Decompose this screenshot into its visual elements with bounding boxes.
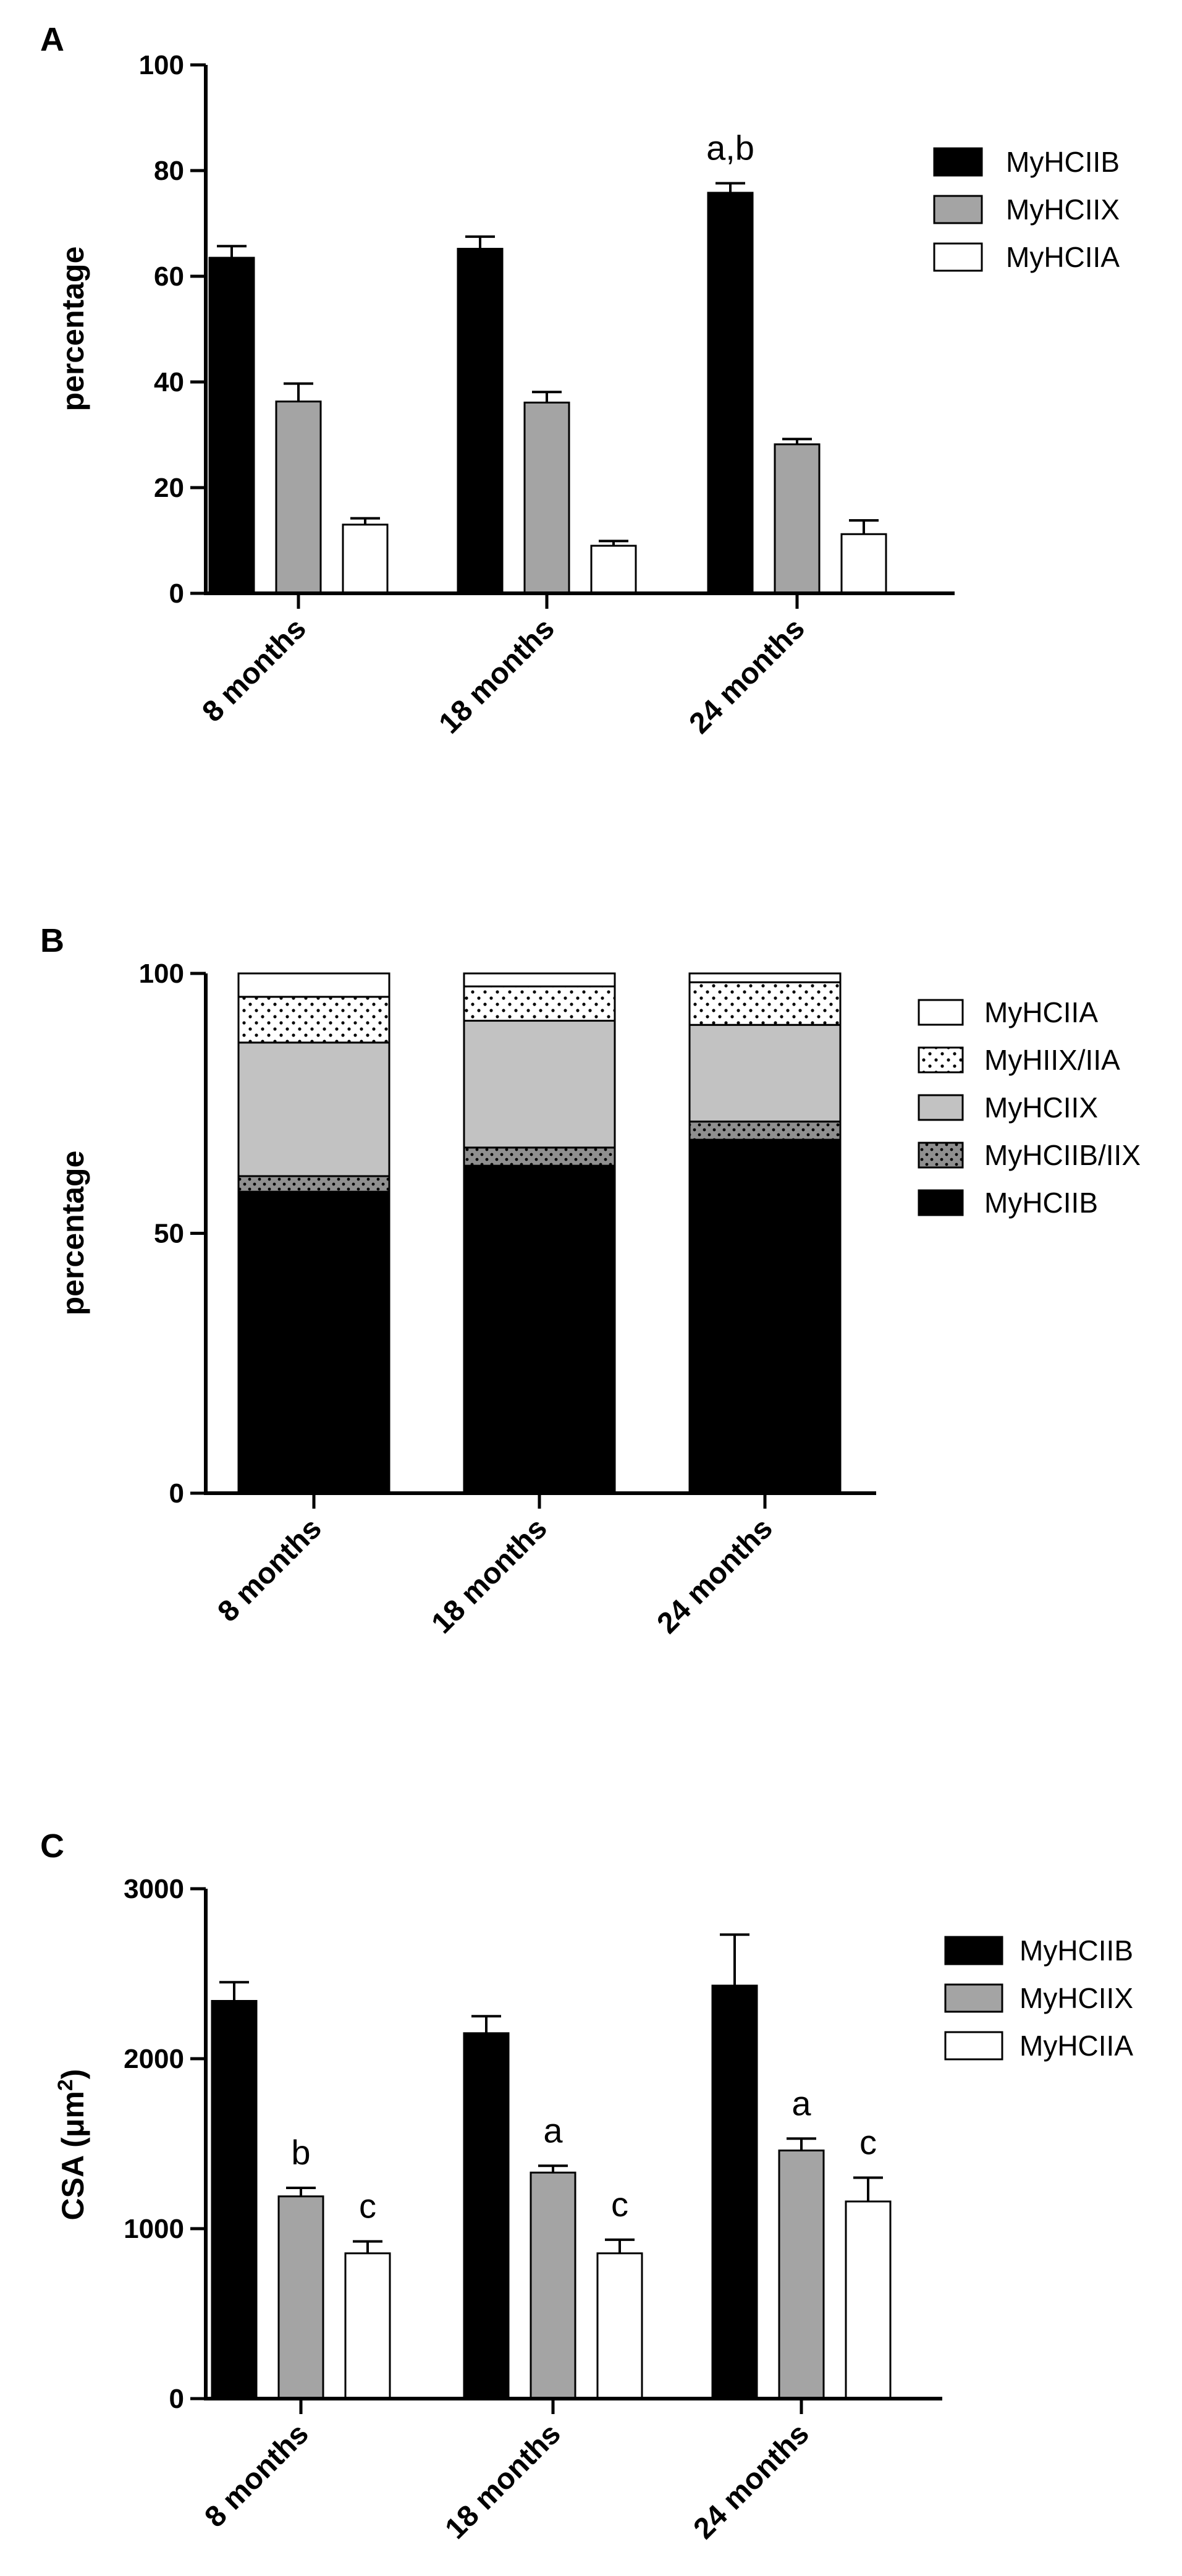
bar-myhciib-iix-8-months [237,1175,390,1193]
y-axis-title-end: ) [56,2069,90,2080]
bar-myhciia-24-months [840,533,887,595]
y-tick-label: 20 [154,473,184,503]
y-tick-label: 40 [154,367,184,397]
legend-label-myhciix: MyHCIIX [984,1091,1098,1124]
bar-myhciia-18-months [590,544,637,595]
legend-label-myhciia: MyHCIIA [1019,2030,1133,2062]
bar-myhciib-iix-18-months [463,1146,616,1167]
panel-b-chart: B 0 50 100 8 months 18 months 24 months percent… [40,922,1141,1640]
legend-swatch-myhciix [944,1983,1003,2013]
legend-label-myhiix-iia: MyHIIX/IIA [984,1044,1120,1076]
y-tick-label: 60 [154,261,184,292]
y-tick-label: 100 [139,959,184,989]
legend-label-myhciib: MyHCIIB [1006,146,1120,178]
x-tick-label-8-months: 8 months [198,2417,314,2533]
bar-myhciib-24-months [688,1138,842,1494]
bar-myhciix-8-months [237,1041,390,1177]
bar-myhciix-18-months [463,1020,616,1149]
bar-myhciib-18-months [463,2032,510,2400]
x-tick-label-8-months: 8 months [196,612,312,728]
legend-swatch-myhciia [918,999,964,1026]
bar-myhciib-iix-24-months [688,1121,842,1141]
bar-myhiix-iia-24-months [688,981,842,1026]
annotation-c: c [359,2187,376,2226]
x-tick-label-24-months: 24 months [651,1512,779,1640]
y-tick-label: 50 [154,1219,184,1249]
annotation-b: b [291,2133,310,2172]
bar-myhciia-18-months [596,2252,643,2400]
bar-myhciib-8-months [237,1190,390,1494]
bar-myhciia-18-months [463,972,616,988]
bar-myhciix-8-months [275,400,322,595]
y-axis-title: percentage [56,1151,90,1316]
panel-a-chart: Aa,b 0 20 40 60 80 100 8 months 18 months 24 mont… [40,21,1120,740]
y-tick-label: 80 [154,156,184,186]
legend-swatch-myhciix [933,195,983,224]
bar-myhciix-18-months [530,2171,576,2400]
legend-label-myhciix: MyHCIIX [1019,1982,1133,2014]
bar-myhciix-24-months [688,1023,842,1123]
x-tick-label-24-months: 24 months [683,612,811,740]
y-axis-title-main: percentage [56,1151,90,1316]
panel-c-chart: Cb c a c a c 0 1000 2000 3000 8 months 18 months 24 … [40,1828,1133,2546]
bar-myhciia-8-months [344,2252,391,2400]
y-tick-label: 0 [169,2384,184,2414]
bar-myhciia-8-months [342,523,389,595]
legend-swatch-myhciib [933,147,983,177]
bar-myhciib-24-months [707,192,754,595]
y-tick-label: 0 [169,578,184,609]
bar-myhciia-8-months [237,972,390,998]
annotation-c: c [611,2185,628,2224]
panel-label: B [40,922,64,959]
bar-myhciib-8-months [211,2000,258,2400]
y-tick-label: 3000 [124,1874,184,1904]
legend-swatch-myhciia [933,242,983,272]
y-tick-label: 2000 [124,2044,184,2074]
y-tick-label: 0 [169,1478,184,1509]
legend-swatch-myhciix [918,1094,964,1121]
legend-swatch-myhciia [944,2031,1003,2061]
bar-myhciix-24-months [778,2150,825,2400]
y-tick-label: 1000 [124,2214,184,2244]
bar-myhciix-24-months [774,443,821,595]
legend-swatch-myhiix-iia [918,1046,964,1074]
legend-label-myhciib: MyHCIIB [1019,1934,1133,1967]
annotation-a-b: a,b [706,129,754,167]
bar-myhciib-18-months [457,248,504,595]
x-tick-label-18-months: 18 months [433,612,561,740]
x-tick-label-18-months: 18 months [439,2417,567,2545]
legend-label-myhciia: MyHCIIA [984,996,1098,1028]
bar-myhciib-8-months [208,256,255,595]
x-tick-label-24-months: 24 months [688,2417,816,2545]
panel-label: C [40,1828,64,1865]
bar-myhciib-18-months [463,1164,616,1494]
bar-myhciia-24-months [845,2200,892,2400]
legend-swatch-myhciib [918,1189,964,1216]
annotation-a: a [543,2111,563,2150]
y-axis-title-main: percentage [56,247,90,412]
bar-myhciib-24-months [711,1985,758,2400]
y-axis-title: CSA (μm2) [54,2069,90,2221]
y-axis-title-superscript: 2 [54,2079,77,2091]
y-tick-label: 100 [139,50,184,80]
bar-myhciix-8-months [277,2195,324,2400]
legend-swatch-myhciib [944,1936,1003,1965]
legend-label-myhciia: MyHCIIA [1006,241,1120,273]
bar-myhiix-iia-8-months [237,996,390,1044]
legend-label-myhciib-iix: MyHCIIB/IIX [984,1139,1141,1171]
x-tick-label-18-months: 18 months [426,1512,554,1640]
x-tick-label-8-months: 8 months [211,1512,327,1628]
y-axis-title: percentage [56,247,90,412]
panel-label: A [40,21,64,58]
legend-label-myhciix: MyHCIIX [1006,193,1120,226]
annotation-a: a [792,2083,811,2122]
bar-myhciia-24-months [688,972,842,983]
bar-myhiix-iia-18-months [463,985,616,1022]
bar-myhciix-18-months [523,401,570,595]
y-axis-title-main: CSA (μm [56,2091,90,2220]
legend-swatch-myhciib-iix [918,1142,964,1169]
legend-label-myhciib: MyHCIIB [984,1187,1098,1219]
annotation-c: c [859,2123,877,2162]
